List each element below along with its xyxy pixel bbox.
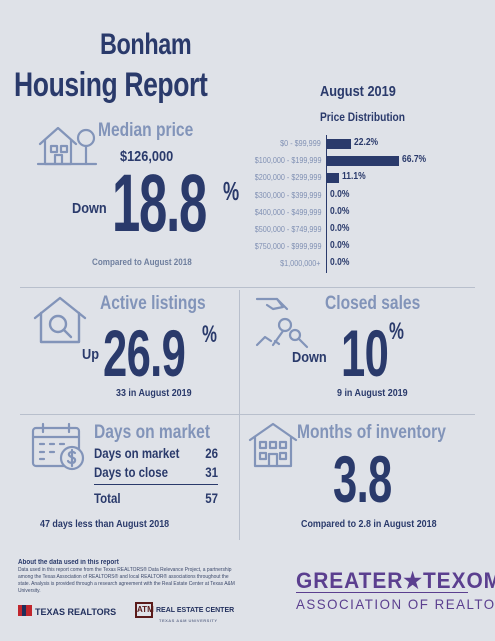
bar-axis [326,169,327,188]
tamu-text: TEXAS A&M UNIVERSITY [159,618,218,623]
bar-axis [326,238,327,257]
divider [20,287,475,288]
price-bar-value: 0.0% [330,188,350,200]
bar-axis [326,135,327,153]
median-pct-sign: % [223,176,240,206]
dom-row-label: Days on market [94,446,180,461]
price-bar-value: 0.0% [330,205,350,217]
active-sub: 33 in August 2019 [116,387,192,399]
closed-direction: Down [292,349,327,366]
atm-mark-icon: ATM [135,602,154,618]
closed-sales-label: Closed sales [325,293,421,314]
median-direction: Down [72,200,107,217]
association-name: GREATER★TEXOMA [296,568,495,593]
texas-realtors-text: TEXAS REALTORS [35,607,117,617]
price-range-label: $300,000 - $399,999 [254,189,321,200]
median-price-label: Median price [98,120,194,141]
total-rule [94,484,218,485]
association-subtitle: ASSOCIATION OF REALTORS [296,596,495,612]
median-change: 18.8 [112,158,207,249]
price-bar [327,173,339,184]
real-estate-center-logo: ATM REAL ESTATE CENTER TEXAS A&M UNIVERSI… [135,602,234,623]
active-listings-label: Active listings [100,293,206,314]
price-bar-row: $500,000 - $749,999 0.0% [240,221,495,239]
association-rule [296,592,468,593]
dom-row-label: Days to close [94,465,168,480]
about-title: About the data used in this report [18,559,119,566]
texas-flag-icon [18,605,32,616]
price-bar-row: $100,000 - $199,999 66.7% [240,152,495,171]
price-bar-value: 11.1% [342,171,366,183]
price-range-label: $750,000 - $999,999 [254,241,321,252]
closed-sub: 9 in August 2019 [337,387,408,399]
price-bar-row: $1,000,000+ 0.0% [240,255,495,274]
bar-axis [326,203,327,222]
real-estate-center-text: REAL ESTATE CENTER [156,606,235,614]
price-bar-row: $0 - $99,999 22.2% [240,135,495,153]
price-range-label: $200,000 - $299,999 [254,172,321,183]
months-inventory-label: Months of inventory [297,422,446,443]
price-bar-value: 0.0% [330,240,350,252]
building-icon [247,420,299,470]
hand-key-icon [253,295,313,353]
price-bar-value: 0.0% [330,257,350,269]
bar-axis [326,221,327,239]
house-tree-icon [36,120,98,168]
dom-row-value: 26 [205,446,218,461]
report-city: Bonham [100,28,192,61]
price-distribution-title: Price Distribution [320,110,406,124]
price-bar-row: $300,000 - $399,999 0.0% [240,186,495,205]
price-bar [327,156,399,167]
price-bar-row: $400,000 - $499,999 0.0% [240,203,495,222]
price-range-label: $0 - $99,999 [280,138,321,148]
bar-axis [326,255,327,274]
active-change: 26.9 [103,316,186,390]
closed-change: 10 [341,316,389,390]
price-range-label: $1,000,000+ [280,258,321,269]
closed-pct-sign: % [389,318,404,345]
about-text: Data used in this report come from the T… [18,567,235,594]
months-inventory-value: 3.8 [333,442,392,516]
months-inventory-sub: Compared to 2.8 in August 2018 [301,518,437,530]
price-bar-value: 66.7% [402,154,427,166]
active-direction: Up [82,346,99,363]
dom-sub: 47 days less than August 2018 [40,518,170,530]
report-month: August 2019 [320,83,396,100]
price-range-label: $500,000 - $749,999 [254,224,321,234]
active-pct-sign: % [202,321,217,348]
median-compare: Compared to August 2018 [92,257,192,268]
dom-total-value: 57 [205,491,218,506]
divider [20,414,475,415]
dom-row-value: 31 [205,465,218,480]
calendar-dollar-icon [30,420,88,472]
price-bar-row: $200,000 - $299,999 11.1% [240,169,495,188]
bar-axis [326,152,327,171]
price-range-label: $400,000 - $499,999 [254,206,321,217]
price-bar-row: $750,000 - $999,999 0.0% [240,238,495,257]
divider [239,290,240,540]
price-bar-value: 22.2% [354,137,379,148]
price-range-label: $100,000 - $199,999 [254,155,321,166]
report-title: Housing Report [14,66,208,104]
dom-total-label: Total [94,491,121,506]
bar-axis [326,186,327,205]
median-price-value: $126,000 [120,148,174,165]
house-search-icon [32,294,88,346]
texas-realtors-logo: TEXAS REALTORS [18,605,116,617]
days-on-market-label: Days on market [94,422,211,443]
price-bar [327,139,351,149]
price-bar-value: 0.0% [330,223,350,234]
